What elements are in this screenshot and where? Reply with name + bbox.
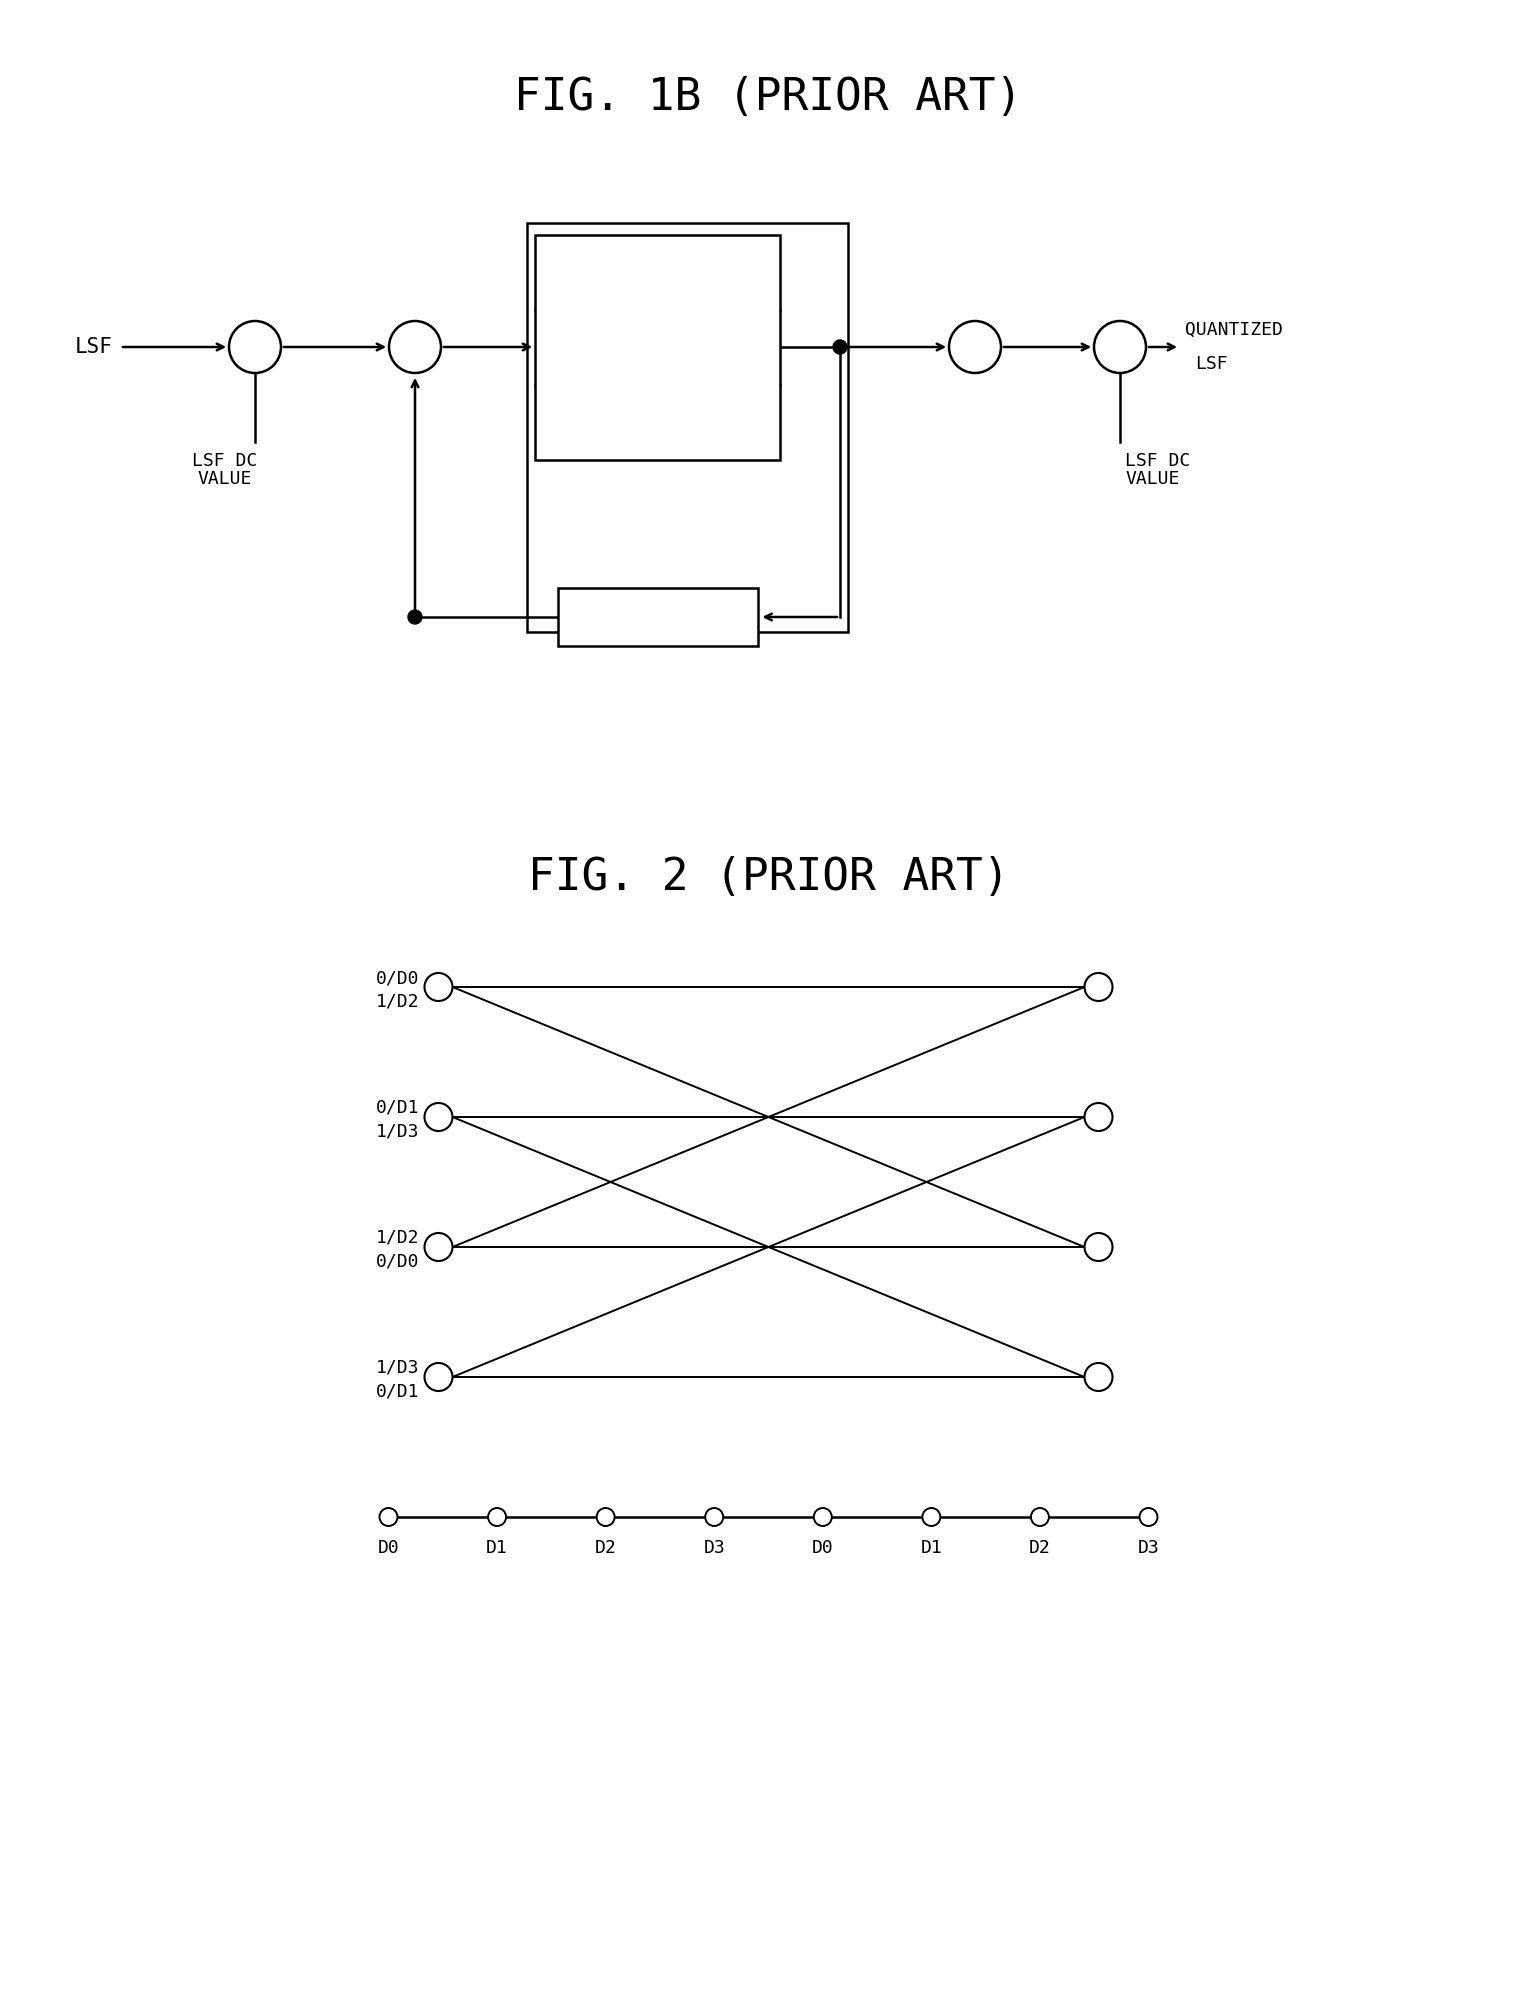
Text: D2: D2 bbox=[595, 1540, 616, 1558]
Circle shape bbox=[1085, 1232, 1113, 1260]
Text: (3-DIM): (3-DIM) bbox=[622, 276, 693, 294]
Text: D3: D3 bbox=[1137, 1540, 1159, 1558]
Text: +: + bbox=[1102, 328, 1113, 345]
Circle shape bbox=[1085, 1102, 1113, 1130]
Text: 0/D0: 0/D0 bbox=[377, 1252, 420, 1270]
Circle shape bbox=[424, 1232, 452, 1260]
Circle shape bbox=[1085, 973, 1113, 1000]
Bar bbox=[527, 222, 848, 631]
Circle shape bbox=[833, 339, 847, 353]
Text: (3-DIM): (3-DIM) bbox=[622, 349, 693, 367]
Text: FIG. 2 (PRIOR ART): FIG. 2 (PRIOR ART) bbox=[527, 855, 1010, 899]
Circle shape bbox=[948, 322, 1001, 373]
Text: D0: D0 bbox=[378, 1540, 400, 1558]
Text: +: + bbox=[965, 353, 976, 371]
Text: 0/D1: 0/D1 bbox=[377, 1382, 420, 1400]
Text: 1/D3: 1/D3 bbox=[377, 1360, 420, 1378]
Bar bbox=[535, 234, 779, 459]
Text: 1/D2: 1/D2 bbox=[377, 1228, 420, 1246]
Circle shape bbox=[424, 1102, 452, 1130]
Circle shape bbox=[380, 1508, 398, 1526]
Text: FIG. 1B (PRIOR ART): FIG. 1B (PRIOR ART) bbox=[515, 76, 1022, 118]
Text: D2: D2 bbox=[1030, 1540, 1051, 1558]
Text: +: + bbox=[398, 328, 409, 345]
Text: LSF: LSF bbox=[1194, 355, 1228, 373]
Text: +: + bbox=[1110, 353, 1120, 371]
Circle shape bbox=[1085, 1364, 1113, 1392]
Circle shape bbox=[1094, 322, 1147, 373]
Circle shape bbox=[922, 1508, 941, 1526]
Text: −: − bbox=[244, 353, 255, 371]
Circle shape bbox=[596, 1508, 615, 1526]
Text: 0/D0: 0/D0 bbox=[377, 969, 420, 987]
Text: 1ST SVQ: 1ST SVQ bbox=[622, 328, 693, 345]
Text: VALUE: VALUE bbox=[198, 469, 252, 487]
Circle shape bbox=[407, 609, 423, 623]
Circle shape bbox=[229, 322, 281, 373]
Text: 1/D2: 1/D2 bbox=[377, 993, 420, 1010]
Circle shape bbox=[424, 1364, 452, 1392]
Circle shape bbox=[424, 973, 452, 1000]
Text: D1: D1 bbox=[486, 1540, 507, 1558]
Text: D3: D3 bbox=[704, 1540, 725, 1558]
Text: PREDICTOR: PREDICTOR bbox=[604, 607, 710, 627]
Circle shape bbox=[489, 1508, 506, 1526]
Circle shape bbox=[389, 322, 441, 373]
Text: −: − bbox=[404, 353, 415, 371]
Text: LSF DC: LSF DC bbox=[1125, 451, 1190, 469]
Text: 3RD SVQ: 3RD SVQ bbox=[622, 403, 693, 421]
Text: +: + bbox=[958, 328, 968, 345]
Circle shape bbox=[1031, 1508, 1048, 1526]
Circle shape bbox=[705, 1508, 724, 1526]
Text: LSF: LSF bbox=[75, 337, 114, 357]
Circle shape bbox=[1139, 1508, 1157, 1526]
Text: 1ST SVQ: 1ST SVQ bbox=[622, 254, 693, 272]
Text: D1: D1 bbox=[921, 1540, 942, 1558]
Bar bbox=[558, 587, 758, 645]
Text: +: + bbox=[238, 328, 249, 345]
Text: D0: D0 bbox=[812, 1540, 833, 1558]
Text: 1/D3: 1/D3 bbox=[377, 1122, 420, 1140]
Text: QUANTIZED: QUANTIZED bbox=[1185, 322, 1283, 339]
Circle shape bbox=[813, 1508, 832, 1526]
Text: (4-DIM): (4-DIM) bbox=[622, 425, 693, 443]
Text: LSF DC: LSF DC bbox=[192, 451, 258, 469]
Text: 0/D1: 0/D1 bbox=[377, 1098, 420, 1116]
Text: VALUE: VALUE bbox=[1125, 469, 1179, 487]
